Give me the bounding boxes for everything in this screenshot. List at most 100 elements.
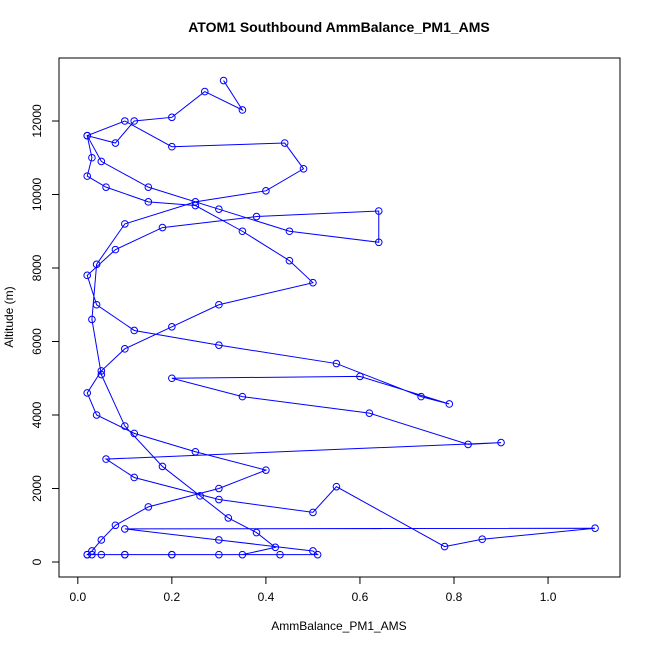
data-point: [158, 462, 167, 471]
data-point: [144, 503, 153, 511]
data-point: [285, 227, 294, 236]
y-tick-label: 2000: [30, 475, 44, 502]
data-point: [88, 153, 96, 162]
data-point: [374, 238, 383, 247]
data-point: [215, 300, 223, 309]
data-point: [102, 183, 110, 191]
data-point: [224, 514, 233, 522]
y-tick-label: 8000: [30, 254, 44, 281]
data-point: [464, 440, 472, 449]
data-point: [309, 508, 317, 517]
data-point: [130, 326, 139, 335]
data-point: [130, 473, 139, 482]
data-point: [262, 466, 270, 474]
data-point: [445, 400, 454, 408]
data-point: [97, 550, 106, 559]
data-point: [215, 536, 223, 544]
data-point: [332, 482, 341, 491]
data-point: [285, 256, 294, 265]
data-point: [83, 550, 92, 559]
data-point: [92, 300, 101, 309]
data-point: [121, 117, 129, 125]
data-point: [309, 547, 317, 555]
data-point: [299, 164, 308, 173]
data-point: [121, 550, 129, 559]
data-point: [313, 550, 322, 559]
x-tick-label: 0.4: [258, 590, 275, 604]
data-point: [215, 550, 223, 559]
data-point: [97, 536, 106, 544]
data-point: [478, 535, 487, 544]
data-point: [97, 370, 106, 379]
y-tick-label: 4000: [30, 401, 44, 428]
x-axis-label: AmmBalance_PM1_AMS: [271, 619, 406, 633]
data-point: [238, 227, 247, 236]
data-point: [121, 345, 129, 353]
data-point: [130, 117, 139, 125]
x-tick-label: 0.0: [69, 590, 86, 604]
data-point: [111, 521, 120, 530]
data-point: [262, 187, 270, 195]
data-point: [271, 543, 280, 552]
data-point: [97, 157, 106, 166]
data-point: [215, 341, 223, 349]
data-point: [276, 550, 284, 559]
data-point: [219, 76, 228, 85]
x-tick-label: 0.8: [446, 590, 463, 604]
data-point: [191, 198, 200, 206]
data-point: [168, 374, 176, 383]
data-point: [121, 525, 129, 533]
data-point: [280, 139, 289, 147]
data-point: [121, 422, 129, 430]
data-point: [83, 271, 92, 280]
y-tick-label: 0: [30, 558, 44, 565]
data-point: [200, 87, 209, 96]
data-point: [332, 359, 341, 368]
y-tick-label: 6000: [30, 328, 44, 355]
data-point: [168, 142, 176, 151]
data-point: [252, 212, 261, 221]
y-tick-label: 12000: [30, 104, 44, 138]
data-point: [191, 201, 200, 210]
data-point: [130, 429, 139, 438]
data-point: [144, 198, 153, 206]
series-line: [85, 80, 596, 556]
data-point: [83, 389, 92, 397]
data-point: [215, 205, 223, 213]
y-tick-label: 10000: [30, 177, 44, 211]
data-point: [374, 207, 383, 215]
data-point: [356, 372, 364, 381]
data-point: [252, 528, 261, 537]
data-point: [440, 542, 449, 551]
y-axis-label: Altitude (m): [2, 286, 16, 347]
data-point: [497, 438, 505, 447]
data-point: [238, 392, 247, 401]
data-point: [102, 455, 110, 463]
data-point: [238, 550, 247, 559]
data-point: [97, 367, 106, 375]
data-point: [215, 495, 223, 504]
data-point: [158, 223, 167, 232]
data-point: [83, 172, 92, 180]
data-point: [88, 550, 96, 559]
data-point: [238, 106, 247, 114]
data-point: [168, 550, 176, 559]
data-point: [168, 322, 176, 331]
data-point: [111, 139, 120, 147]
data-point: [196, 492, 204, 500]
data-point: [191, 447, 200, 456]
data-point: [92, 260, 101, 269]
data-point: [168, 113, 176, 122]
data-point: [88, 547, 96, 555]
data-point: [92, 411, 101, 419]
data-point: [417, 392, 425, 401]
x-tick-label: 1.0: [540, 590, 557, 604]
data-point: [365, 409, 374, 417]
data-point: [83, 131, 92, 140]
data-point: [121, 220, 129, 228]
data-point: [591, 524, 599, 532]
data-point: [144, 183, 153, 191]
x-tick-label: 0.2: [164, 590, 181, 604]
